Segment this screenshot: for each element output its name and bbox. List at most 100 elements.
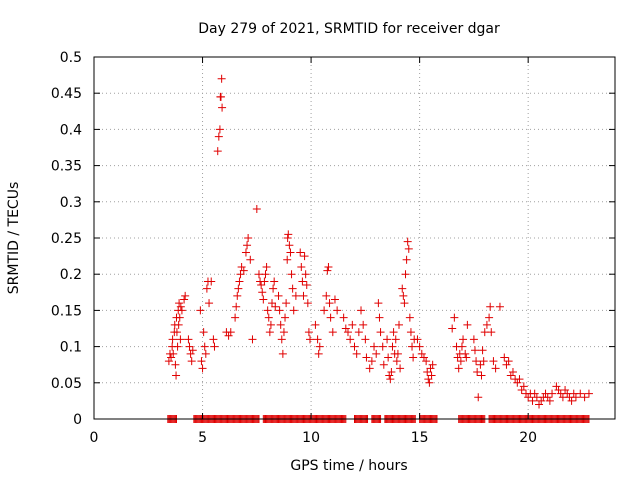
data-point: [374, 299, 383, 308]
data-point: [372, 349, 381, 358]
data-point: [513, 378, 522, 387]
data-point: [428, 360, 437, 369]
data-point: [270, 277, 279, 286]
data-point: [259, 295, 268, 304]
data-point: [470, 346, 479, 355]
data-point: [389, 328, 398, 337]
y-tick-label: 0.4: [60, 122, 82, 138]
data-point: [548, 389, 557, 398]
y-tick-label: 0.25: [51, 231, 82, 247]
data-point: [210, 342, 219, 351]
data-point: [417, 349, 426, 358]
data-point: [275, 306, 284, 315]
data-point: [276, 320, 285, 329]
data-point: [462, 353, 471, 362]
data-point: [180, 295, 189, 304]
data-point: [530, 389, 539, 398]
data-point: [524, 393, 533, 402]
x-axis-label: GPS time / hours: [290, 458, 407, 474]
data-point: [346, 335, 355, 344]
data-point: [198, 364, 207, 373]
data-point: [399, 291, 408, 300]
data-point: [383, 335, 392, 344]
data-point: [388, 342, 397, 351]
data-point: [427, 371, 436, 380]
data-point: [419, 353, 428, 362]
data-point: [289, 306, 298, 315]
data-point: [473, 367, 482, 376]
data-point: [176, 302, 185, 311]
data-point: [461, 349, 470, 358]
data-point: [561, 386, 570, 395]
data-point: [311, 320, 320, 329]
data-point: [236, 270, 245, 279]
data-point: [322, 291, 331, 300]
data-point: [323, 266, 332, 275]
data-point: [285, 241, 294, 250]
data-point: [409, 353, 418, 362]
data-point: [232, 302, 241, 311]
axis-ticks: 0 0.05 0.1 0.15 0.2 0.25 0.3 0.35 0.4 0.45 0.5 0 5 10…: [51, 50, 615, 446]
data-point: [459, 335, 468, 344]
data-point: [274, 291, 283, 300]
data-point: [243, 241, 252, 250]
data-point: [252, 205, 261, 214]
data-point: [341, 324, 350, 333]
y-tick-label: 0.45: [51, 86, 82, 102]
data-point: [224, 331, 233, 340]
data-point: [257, 281, 266, 290]
data-point: [325, 299, 334, 308]
data-point: [172, 371, 181, 380]
y-axis-label: SRMTID / TECUs: [6, 182, 22, 295]
data-point: [235, 277, 244, 286]
data-point: [400, 299, 409, 308]
data-point: [176, 335, 185, 344]
data-point: [217, 74, 226, 83]
data-point: [457, 342, 466, 351]
data-point: [239, 266, 248, 275]
data-point: [474, 393, 483, 402]
data-point: [268, 299, 277, 308]
data-point: [504, 357, 513, 366]
data-point: [173, 342, 182, 351]
data-point: [422, 357, 431, 366]
data-point: [171, 360, 180, 369]
data-point: [476, 360, 485, 369]
data-point: [246, 255, 255, 264]
data-point: [169, 349, 178, 358]
y-tick-label: 0.15: [51, 303, 82, 319]
data-point: [339, 313, 348, 322]
data-point: [378, 342, 387, 351]
data-point: [367, 357, 376, 366]
data-point: [571, 393, 580, 402]
y-tick-label: 0: [73, 412, 82, 428]
data-point: [175, 313, 184, 322]
data-point: [281, 313, 290, 322]
data-point: [519, 382, 528, 391]
data-point: [200, 342, 209, 351]
data-point: [209, 335, 218, 344]
data-point: [495, 302, 504, 311]
data-point: [283, 234, 292, 242]
data-point: [168, 335, 177, 344]
data-point: [278, 349, 287, 358]
data-point: [197, 357, 206, 366]
data-point: [301, 270, 310, 279]
data-point: [283, 255, 292, 264]
y-tick-label: 0.05: [51, 376, 82, 392]
data-point: [326, 313, 335, 322]
data-point: [472, 357, 481, 366]
data-point: [454, 364, 463, 373]
data-point: [508, 367, 517, 376]
data-point: [545, 396, 554, 405]
data-point: [302, 281, 311, 290]
data-point: [576, 389, 585, 398]
data-point: [402, 255, 411, 264]
data-point: [384, 353, 393, 362]
data-point: [375, 313, 384, 322]
data-point: [263, 306, 272, 315]
data-point: [264, 313, 273, 322]
data-point: [405, 313, 414, 322]
data-point: [305, 335, 314, 344]
data-point: [296, 248, 305, 257]
